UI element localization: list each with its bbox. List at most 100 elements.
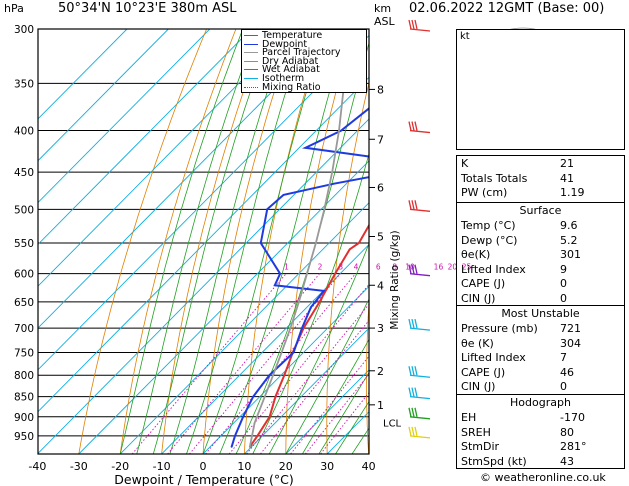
parcel-trajectory-point [280,351,283,354]
most-unstable-row: Pressure (mb) 721 [457,322,624,337]
temperature-line [248,223,369,448]
temperature-point [268,415,271,418]
temperature-point [274,395,277,398]
most-unstable-row: θe (K) 304 [457,337,624,352]
indices-label: PW (cm) [461,186,508,199]
dewpoint-point [322,290,325,292]
legend-item: Temperature [244,31,322,40]
pressure-tick-label: 900 [14,412,34,424]
temperature-tick-label: 10 [237,460,251,473]
parcel-trajectory-point [248,445,251,448]
km-tick-label: 1 [377,399,384,412]
legend-label: Parcel Trajectory [262,47,341,59]
indices-value: 41 [560,171,574,185]
wind-barb-icon [408,426,431,439]
mixing-ratio-line [228,283,369,454]
surface-box: Surface Temp (°C) 9.6 Dewp (°C) 5.2 θe(K) 301… [456,202,625,306]
dewpoint-point [279,272,281,275]
temperature-point [377,208,379,210]
pressure-tick-label: 850 [14,392,34,404]
parcel-trajectory-point [272,374,275,377]
wet-adiabat-line [252,152,369,454]
dewpoint-point [340,129,342,132]
surface-label: Dewp (°C) [461,233,518,247]
datetime-header: 02.06.2022 12GMT (Base: 00) [409,1,605,16]
temperature-point [430,83,432,85]
dewpoint-point [282,194,285,196]
most-unstable-row: Lifted Index 7 [457,351,624,366]
most-unstable-row: CIN (J) 0 [457,380,624,395]
most-unstable-row: CAPE (J) 46 [457,366,624,381]
isotherm-line [161,243,369,454]
parcel-trajectory-point [338,129,340,132]
most-unstable-label: CIN (J) [461,380,496,393]
mixing-ratio-line [246,303,369,454]
wind-barb-icon [408,200,431,212]
temperature-point [256,434,259,437]
plot-area [38,29,432,454]
dewpoint-point [242,415,245,418]
pressure-tick-label: 600 [14,269,34,281]
isotherm-line [38,29,335,329]
mixing-ratio-line [205,273,356,454]
isotherm-line [78,160,369,454]
parcel-trajectory-point [306,272,308,275]
legend-swatch [244,60,258,62]
dewpoint-point [259,242,262,244]
hodo-table-label: StmSpd (kt) [461,454,527,468]
temperature-tick-label: -40 [28,460,46,473]
dry-adiabat-line [326,81,369,454]
dewpoint-point [234,434,236,437]
legend-item: Mixing Ratio [244,81,321,93]
dewpoint-point [252,395,255,398]
mixing-ratio-line [189,273,341,454]
dewpoint-point [292,351,295,354]
isotherm-line [38,29,211,204]
temperature-tick-label: -20 [111,460,129,473]
legend-label: Temperature [262,30,323,41]
parcel-trajectory-point [253,421,256,424]
most-unstable-label: Pressure (mb) [461,322,538,335]
dewpoint-point [395,171,397,173]
legend-label: Mixing Ratio [262,81,321,93]
dry-adiabat-line [78,29,207,454]
isotherm-line [202,285,369,454]
surface-row: CAPE (J) 0 [457,277,624,292]
pressure-tick-label: 300 [14,24,34,36]
pressure-tick-label: 650 [14,297,34,309]
km-tick-label: 5 [377,230,384,243]
pressure-tick-label: 400 [14,126,34,138]
dewpoint-point [333,182,335,185]
dry-adiabat-line [119,29,237,454]
mixing-ratio-value: 1 [284,263,289,272]
dewpoint-point [403,83,405,85]
mixing-ratio-value: 16 [434,263,444,272]
surface-label: CAPE (J) [461,277,506,290]
km-tick-label: 3 [377,322,384,335]
surface-label: θe(K) [461,248,491,261]
wet-adiabat-line [268,242,369,454]
wind-barb-icon [408,19,431,32]
pressure-tick-label: 950 [14,431,34,443]
surface-row: Temp (°C) 9.6 [457,219,624,234]
wind-barb-icon [408,407,431,420]
hodo-table-row: StmDir 281° [457,440,624,455]
hodo-table-row: SREH 80 [457,426,624,441]
temperature-point [348,248,351,251]
most-unstable-value: 46 [560,365,574,379]
most-unstable-value: 304 [560,336,581,350]
temperature-tick-label: 0 [200,460,207,473]
most-unstable-value: 721 [560,322,581,335]
wind-barb-icon [408,264,431,277]
wet-adiabat-line [235,41,369,454]
legend-swatch [244,69,258,71]
most-unstable-label: θe (K) [461,336,494,350]
legend-item: Isotherm [244,74,304,83]
isotherm-line [285,369,369,454]
legend-item: Wet Adiabat [244,65,320,75]
wet-adiabat-line [302,338,369,454]
most-unstable-title: Most Unstable [501,307,580,320]
wet-adiabat-line [285,298,369,454]
mixing-ratio-value: 6 [376,263,381,272]
hodograph-box: kt [456,29,625,150]
